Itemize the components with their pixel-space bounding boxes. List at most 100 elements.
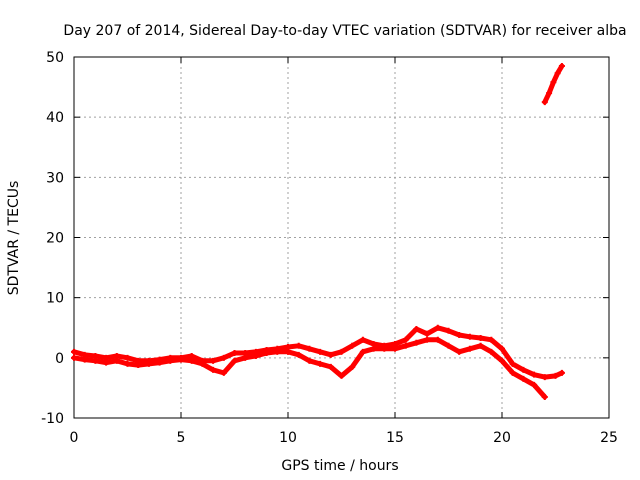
data-point: [509, 360, 516, 367]
y-tick-label: 40: [46, 110, 64, 126]
data-point: [220, 369, 227, 376]
data-point: [338, 372, 345, 379]
data-point: [434, 336, 441, 343]
data-point: [188, 357, 195, 364]
data-point: [295, 351, 302, 358]
y-tick-label: 50: [46, 50, 64, 66]
data-point: [550, 79, 557, 86]
data-point: [381, 345, 388, 352]
series-main-trace-lower: [71, 336, 548, 400]
x-tick-label: 15: [386, 430, 404, 446]
data-points: [71, 63, 565, 400]
data-point: [445, 342, 452, 349]
data-point: [546, 90, 553, 97]
data-point: [541, 393, 548, 400]
x-tick-label: 10: [279, 430, 297, 446]
data-point: [242, 354, 249, 361]
y-tick-label: 0: [55, 351, 64, 367]
data-point: [285, 348, 291, 355]
data-point: [499, 357, 505, 364]
data-point: [477, 342, 484, 349]
data-point: [81, 356, 88, 363]
data-point: [156, 359, 163, 366]
data-point: [488, 336, 495, 343]
data-point: [199, 360, 206, 367]
data-point: [124, 360, 131, 367]
chart-title: Day 207 of 2014, Sidereal Day-to-day VTE…: [63, 23, 626, 39]
data-point: [509, 369, 516, 376]
data-point: [392, 345, 398, 352]
data-point: [327, 363, 334, 370]
data-point: [424, 330, 431, 337]
data-point: [413, 325, 420, 332]
data-point: [531, 381, 538, 388]
data-point: [317, 360, 324, 367]
data-point: [263, 350, 270, 357]
y-tick-label: 10: [46, 291, 64, 307]
y-tick-label: 30: [46, 170, 64, 186]
data-point: [359, 336, 366, 343]
data-point: [520, 375, 527, 382]
data-point: [252, 353, 259, 360]
x-tick-label: 20: [493, 430, 511, 446]
data-point: [558, 63, 565, 70]
x-tick-label: 5: [177, 430, 186, 446]
x-axis-label: GPS time / hours: [281, 458, 398, 474]
data-point: [488, 348, 495, 355]
data-point: [445, 327, 452, 334]
data-point: [306, 357, 313, 364]
data-point: [274, 348, 281, 355]
data-point: [434, 324, 441, 331]
data-point: [413, 339, 420, 346]
data-point: [92, 357, 99, 364]
data-point: [520, 366, 527, 373]
series-main-trace-upper: [71, 324, 565, 381]
data-point: [231, 350, 238, 357]
data-point: [327, 351, 334, 358]
y-axis-label: SDTVAR / TECUs: [6, 181, 22, 296]
data-point: [466, 333, 473, 340]
data-point: [135, 362, 142, 369]
data-point: [541, 374, 548, 381]
series-late-segment: [541, 63, 565, 106]
data-point: [306, 345, 313, 352]
axis-ticks: 0 5 10 15 20 25 -10 0 10 20 30 40 50: [41, 50, 618, 446]
y-tick-label: -10: [41, 411, 64, 427]
data-point: [113, 357, 120, 364]
data-point: [541, 99, 548, 106]
data-point: [499, 345, 505, 352]
data-point: [103, 359, 110, 366]
data-point: [231, 357, 238, 364]
data-point: [349, 363, 356, 370]
data-point: [210, 357, 217, 364]
data-point: [220, 354, 227, 361]
x-tick-label: 25: [600, 430, 618, 446]
data-point: [349, 342, 356, 349]
data-point: [554, 70, 561, 77]
data-point: [71, 348, 77, 355]
data-point: [531, 371, 538, 378]
data-point: [295, 342, 302, 349]
data-point: [317, 348, 324, 355]
data-point: [552, 372, 559, 379]
data-point: [558, 369, 565, 376]
data-point: [359, 348, 366, 355]
x-tick-label: 0: [70, 430, 79, 446]
data-point: [456, 348, 463, 355]
data-point: [210, 366, 217, 373]
data-point: [424, 336, 431, 343]
data-point: [370, 345, 377, 352]
data-point: [178, 356, 184, 363]
data-point: [402, 342, 409, 349]
data-point: [456, 331, 463, 338]
data-point: [167, 357, 174, 364]
data-point: [402, 336, 409, 343]
data-point: [338, 348, 345, 355]
data-point: [477, 334, 484, 341]
y-tick-label: 20: [46, 231, 64, 247]
data-point: [124, 354, 131, 361]
data-point: [145, 360, 152, 367]
data-point: [466, 345, 473, 352]
data-point: [71, 354, 77, 361]
